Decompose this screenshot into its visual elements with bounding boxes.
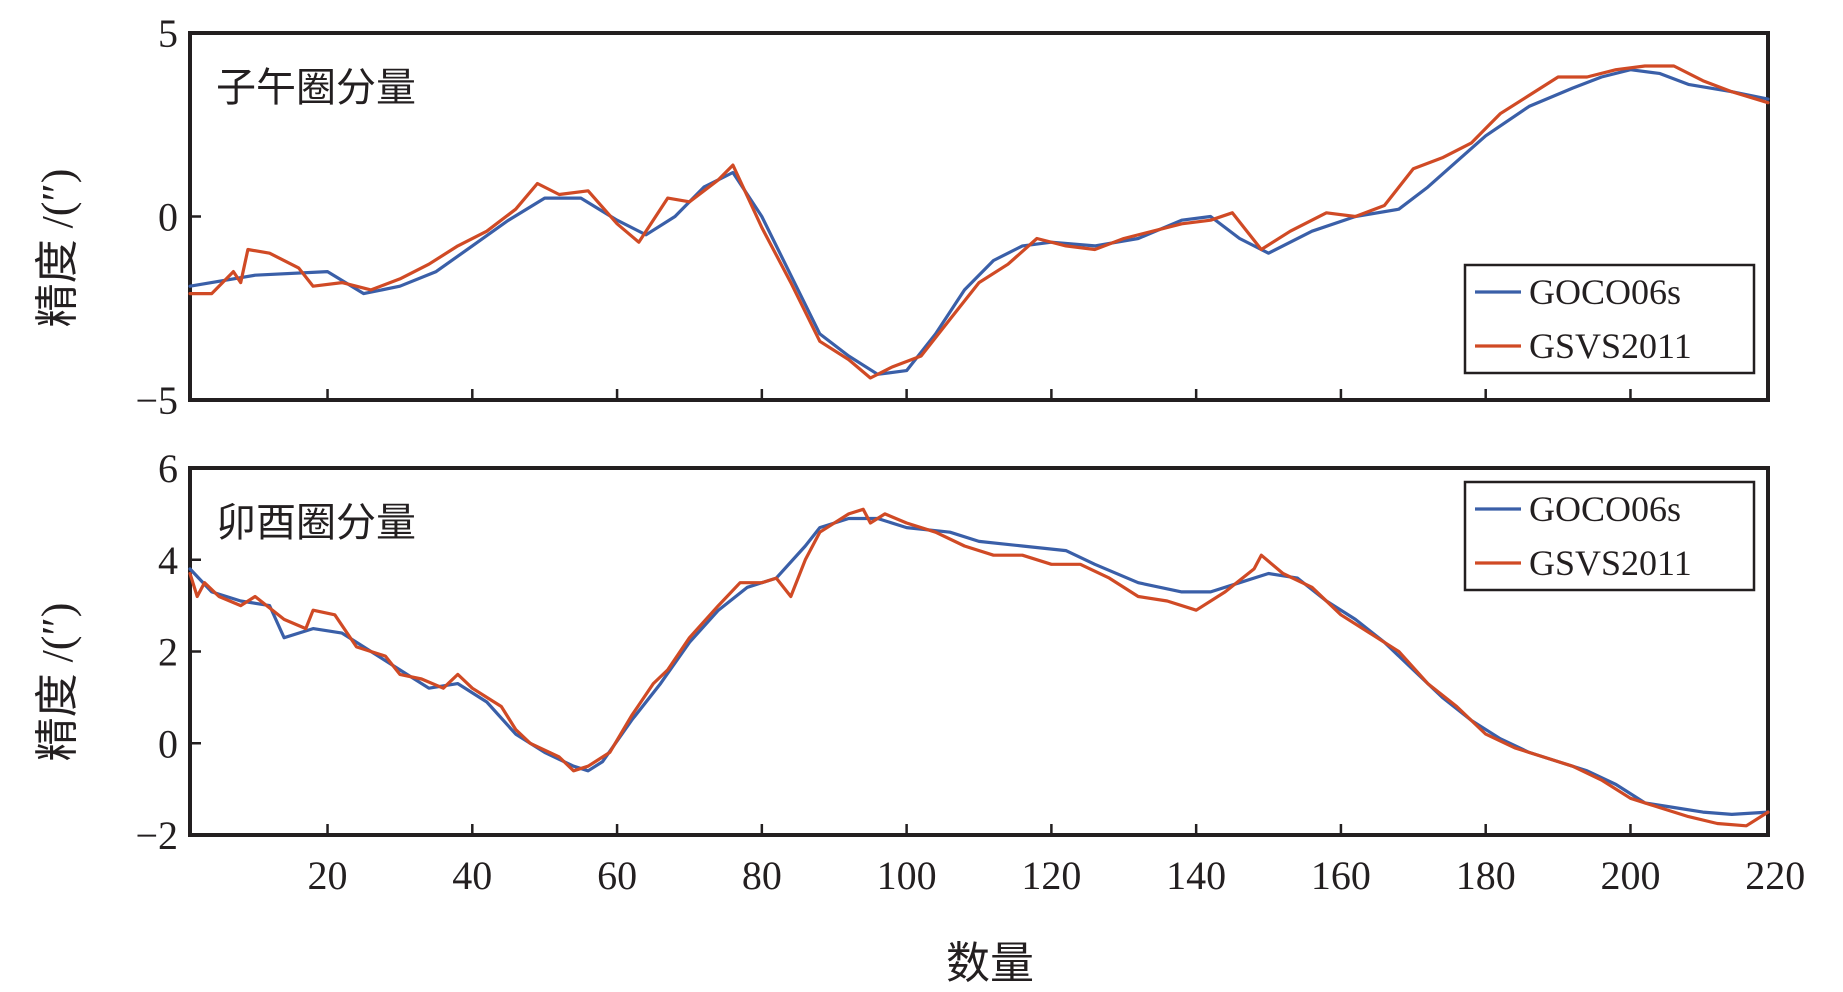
y-tick-label-bottom-0: −2 (135, 813, 178, 858)
legend-label-top-1: GSVS2011 (1529, 326, 1692, 366)
x-tick-label-160: 160 (1311, 853, 1371, 898)
x-tick-label-60: 60 (597, 853, 637, 898)
yticks-bottom (190, 558, 201, 745)
legend-label-bottom-0: GOCO06s (1529, 489, 1681, 529)
x-tick-label-180: 180 (1456, 853, 1516, 898)
panel-top: −5 0 5 子午圈分量 精度 /(″) GOCO06s GSVS2011 (33, 11, 1770, 423)
series-line-bottom-1 (188, 507, 1770, 828)
legend-bottom: GOCO06s GSVS2011 (1463, 480, 1756, 592)
panel-title-top: 子午圈分量 (216, 65, 416, 110)
y-tick-label-bottom-4: 6 (158, 446, 178, 491)
y-axis-title-top: 精度 /(″) (33, 169, 82, 328)
legend-top: GOCO06s GSVS2011 (1463, 263, 1756, 375)
panel-bottom: −2 0 2 4 6 20 40 60 80 100 120 140 160 180 200 220 卯酉圈… (33, 446, 1805, 988)
legend-label-top-0: GOCO06s (1529, 272, 1681, 312)
x-tick-label-80: 80 (742, 853, 782, 898)
x-tick-label-200: 200 (1600, 853, 1660, 898)
legend-label-bottom-1: GSVS2011 (1529, 543, 1692, 583)
y-axis-title-bottom: 精度 /(″) (33, 603, 82, 762)
series-line-top-0 (188, 68, 1770, 376)
ytick-labels-top: −5 0 5 (135, 11, 178, 423)
y-tick-label-bottom-1: 0 (158, 721, 178, 766)
series-line-bottom-0 (188, 516, 1770, 817)
y-tick-label-top-0: −5 (135, 378, 178, 423)
xticks-bottom (326, 824, 1632, 835)
series-top (188, 64, 1770, 380)
x-tick-label-220: 220 (1745, 853, 1805, 898)
legend-box-top (1463, 263, 1756, 375)
x-tick-label-100: 100 (877, 853, 937, 898)
series-line-top-1 (188, 64, 1770, 380)
xticks-top (326, 389, 1632, 400)
y-tick-label-top-2: 5 (158, 11, 178, 56)
legend-box-bottom (1463, 480, 1756, 592)
y-tick-label-top-1: 0 (158, 195, 178, 240)
x-tick-label-40: 40 (452, 853, 492, 898)
y-tick-label-bottom-3: 4 (158, 538, 178, 583)
y-tick-label-bottom-2: 2 (158, 630, 178, 675)
x-axis-title: 数量 (946, 939, 1034, 988)
x-tick-label-120: 120 (1021, 853, 1081, 898)
xtick-labels-bottom: 20 40 60 80 100 120 140 160 180 200 220 (308, 853, 1806, 898)
x-tick-label-20: 20 (308, 853, 348, 898)
panel-title-bottom: 卯酉圈分量 (216, 500, 416, 545)
x-tick-label-140: 140 (1166, 853, 1226, 898)
series-bottom (188, 507, 1770, 828)
ytick-labels-bottom: −2 0 2 4 6 (135, 446, 178, 858)
